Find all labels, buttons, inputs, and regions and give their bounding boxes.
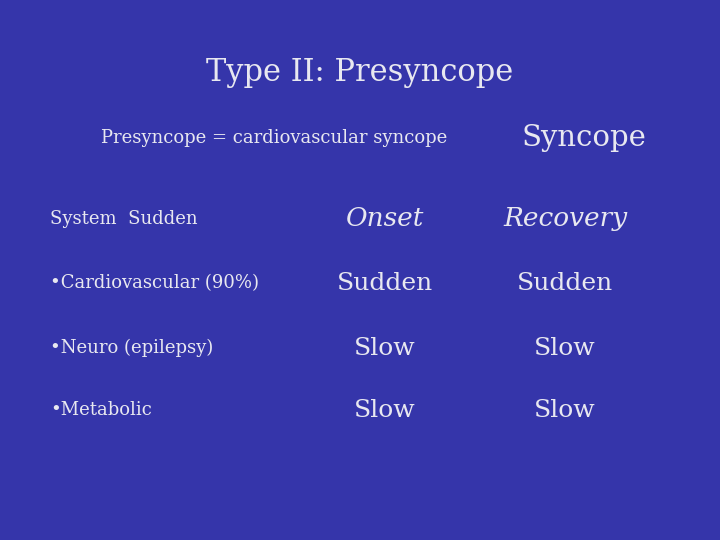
Text: Sudden: Sudden xyxy=(517,272,613,295)
Text: •Metabolic: •Metabolic xyxy=(50,401,152,420)
Text: Slow: Slow xyxy=(534,399,596,422)
Text: Slow: Slow xyxy=(534,337,596,360)
Text: System  Sudden: System Sudden xyxy=(50,210,198,228)
Text: Sudden: Sudden xyxy=(337,272,433,295)
Text: Syncope: Syncope xyxy=(522,124,647,152)
Text: Recovery: Recovery xyxy=(503,206,627,231)
Text: Presyncope = cardiovascular syncope: Presyncope = cardiovascular syncope xyxy=(101,129,453,147)
Text: Onset: Onset xyxy=(346,206,424,231)
Text: Slow: Slow xyxy=(354,337,416,360)
Text: •Neuro (epilepsy): •Neuro (epilepsy) xyxy=(50,339,214,357)
Text: Slow: Slow xyxy=(354,399,416,422)
Text: Type II: Presyncope: Type II: Presyncope xyxy=(207,57,513,89)
Text: •Cardiovascular (90%): •Cardiovascular (90%) xyxy=(50,274,259,293)
